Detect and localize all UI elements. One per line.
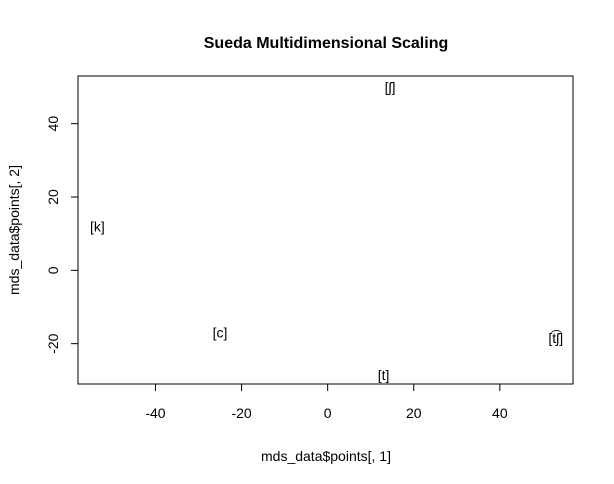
point-label: [k] bbox=[90, 218, 105, 234]
x-axis-label: mds_data$points[, 1] bbox=[261, 448, 391, 464]
y-tick-label: 40 bbox=[45, 116, 61, 132]
x-tick-label: -40 bbox=[145, 405, 165, 421]
x-axis: -40 -20 0 20 40 bbox=[145, 383, 508, 421]
x-tick-label: 20 bbox=[406, 405, 422, 421]
y-tick-label: -20 bbox=[45, 333, 61, 353]
y-axis-label: mds_data$points[, 2] bbox=[6, 165, 22, 295]
point-label: [c] bbox=[213, 325, 228, 341]
point-label: [ʃ] bbox=[385, 79, 396, 95]
plot-frame bbox=[77, 75, 574, 385]
y-tick-label: 20 bbox=[45, 189, 61, 205]
y-axis: -20 0 20 40 bbox=[45, 116, 79, 354]
point-label: [t͡ʃ] bbox=[548, 329, 563, 346]
x-tick-label: 40 bbox=[492, 405, 508, 421]
x-tick-label: 0 bbox=[324, 405, 332, 421]
x-tick-label: -20 bbox=[231, 405, 251, 421]
data-points: [ʃ] [k] [c] [t] [t͡ʃ] bbox=[90, 79, 563, 383]
point-label: [t] bbox=[378, 367, 390, 383]
y-tick-label: 0 bbox=[45, 266, 61, 274]
chart-title: Sueda Multidimensional Scaling bbox=[204, 35, 448, 52]
